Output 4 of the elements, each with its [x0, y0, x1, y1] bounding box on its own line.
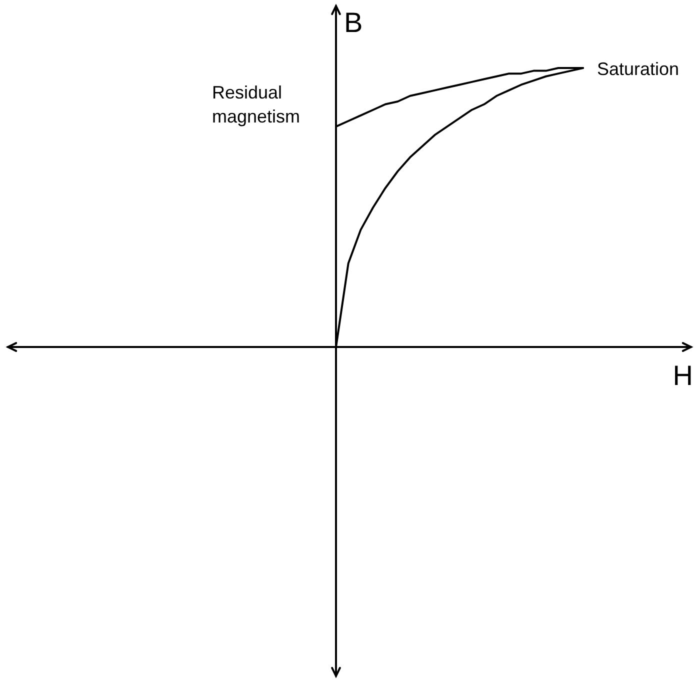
- text: Saturation: [597, 58, 680, 79]
- y-axis-title: B: [344, 7, 363, 38]
- text: Residual magnetism: [212, 82, 300, 127]
- x-axis-title: H: [672, 360, 693, 391]
